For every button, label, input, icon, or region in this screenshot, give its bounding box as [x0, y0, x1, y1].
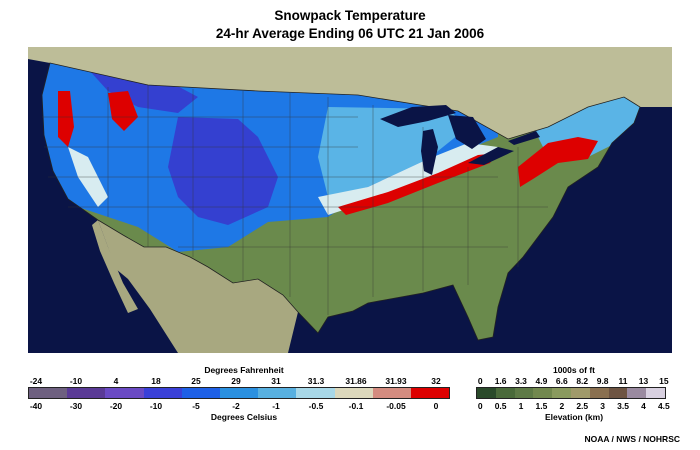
- elevation-swatch: [570, 388, 590, 398]
- fahrenheit-tick-label: 4: [113, 376, 119, 386]
- lake-michigan: [421, 129, 438, 175]
- celsius-tick-label: -1: [272, 401, 280, 411]
- celsius-tick-label: -0.05: [386, 401, 406, 411]
- snow-melting-midwest: [338, 153, 498, 215]
- state-boundaries: [42, 85, 548, 315]
- celsius-tick-labels: -40 -30 -20 -10 -5 -2 -1 -0.5 -0.1 -0.05 0: [16, 401, 456, 411]
- map-subtitle: 24-hr Average Ending 06 UTC 21 Jan 2006: [215, 26, 485, 41]
- feet-legend-title: 1000s of ft: [552, 365, 596, 375]
- fahrenheit-tick-label: 31.86: [345, 376, 367, 386]
- fahrenheit-legend-title: Degrees Fahrenheit: [204, 365, 284, 375]
- temperature-swatch: [410, 388, 450, 398]
- fahrenheit-tick-label: 31.93: [385, 376, 407, 386]
- lake-superior: [380, 105, 456, 127]
- feet-tick-label: 1.6: [494, 376, 507, 386]
- fahrenheit-tick-label: 18: [151, 376, 161, 386]
- fahrenheit-tick-label: 25: [191, 376, 201, 386]
- mexico-area: [98, 220, 298, 353]
- elevation-swatch: [552, 388, 571, 398]
- km-tick-label: 2: [559, 401, 565, 411]
- lake-huron: [448, 115, 486, 149]
- temperature-swatch: [105, 388, 144, 398]
- elevation-swatch: [533, 388, 553, 398]
- km-tick-label: 3: [600, 401, 605, 411]
- fahrenheit-tick-label: 29: [231, 376, 241, 386]
- snow-coldest-north: [88, 69, 198, 113]
- great-lakes: [380, 105, 540, 175]
- fahrenheit-tick-labels: -24 -10 4 18 25 29 31 31.3 31.86 31.93 32: [16, 376, 456, 386]
- temperature-swatch: [181, 388, 220, 398]
- snow-coldest-rockies: [168, 117, 278, 225]
- celsius-tick-label: -10: [149, 401, 163, 411]
- snow-melting-northern-rockies: [108, 91, 138, 131]
- fahrenheit-tick-label: -10: [69, 376, 83, 386]
- temperature-swatch: [143, 388, 182, 398]
- temperature-swatch: [296, 388, 335, 398]
- km-tick-labels: 0 0.5 1 1.5 2 2.5 3 3.5 4 4.5: [470, 401, 674, 411]
- canada-area: [28, 47, 672, 139]
- km-tick-label: 3.5: [617, 401, 629, 411]
- celsius-tick-label: 0: [433, 401, 439, 411]
- temperature-swatch: [372, 388, 411, 398]
- snow-near-melting-band: [318, 143, 498, 215]
- fahrenheit-tick-label: -24: [29, 376, 43, 386]
- feet-tick-label: 11: [618, 376, 628, 386]
- km-tick-label: 4.5: [657, 401, 670, 411]
- elevation-swatch: [514, 388, 534, 398]
- celsius-tick-label: -2: [232, 401, 240, 411]
- snow-melting-cascades: [58, 91, 74, 147]
- celsius-legend-title: Degrees Celsius: [210, 412, 278, 422]
- feet-tick-label: 3.3: [515, 376, 527, 386]
- km-tick-label: 0.5: [494, 401, 507, 411]
- temperature-swatch: [334, 388, 373, 398]
- map-title: Snowpack Temperature: [274, 8, 426, 23]
- baja-peninsula: [92, 220, 138, 313]
- celsius-tick-label: -40: [29, 401, 43, 411]
- celsius-tick-label: -0.5: [308, 401, 324, 411]
- elevation-swatch: [646, 388, 665, 398]
- feet-tick-label: 0: [477, 376, 483, 386]
- feet-tick-label: 8.2: [576, 376, 589, 386]
- feet-tick-label: 15: [659, 376, 669, 386]
- snow-melting-appalachians: [518, 137, 598, 187]
- km-tick-label: 2.5: [576, 401, 589, 411]
- fahrenheit-tick-label: 32: [431, 376, 441, 386]
- temperature-color-bar: [28, 387, 450, 399]
- fahrenheit-tick-label: 31.3: [307, 376, 325, 386]
- feet-tick-labels: 0 1.6 3.3 4.9 6.6 8.2 9.8 11 13 15: [470, 376, 674, 386]
- km-tick-label: 0: [477, 401, 483, 411]
- credit-text: NOAA / NWS / NOHRSC: [584, 434, 680, 444]
- elevation-swatch: [495, 388, 515, 398]
- elevation-swatch: [627, 388, 647, 398]
- elevation-color-bar: [476, 387, 666, 399]
- celsius-tick-label: -30: [69, 401, 83, 411]
- celsius-tick-label: -5: [192, 401, 200, 411]
- temperature-swatch: [219, 388, 259, 398]
- feet-tick-label: 13: [638, 376, 649, 386]
- km-tick-label: 4: [641, 401, 646, 411]
- celsius-tick-label: -20: [109, 401, 123, 411]
- feet-tick-label: 4.9: [535, 376, 548, 386]
- snowpack-temperature-map: [28, 47, 672, 353]
- celsius-tick-label: -0.1: [348, 401, 364, 411]
- feet-tick-label: 9.8: [596, 376, 609, 386]
- elevation-swatch: [589, 388, 609, 398]
- fahrenheit-tick-label: 31: [271, 376, 281, 386]
- temperature-swatch: [29, 388, 68, 398]
- elevation-swatch: [608, 388, 628, 398]
- km-tick-label: 1: [518, 401, 524, 411]
- lake-erie: [468, 147, 514, 165]
- elevation-swatch: [477, 388, 496, 398]
- feet-tick-label: 6.6: [555, 376, 568, 386]
- lake-ontario: [508, 131, 540, 145]
- temperature-swatch: [67, 388, 106, 398]
- elevation-legend-title: Elevation (km): [544, 412, 604, 422]
- km-tick-label: 1.5: [535, 401, 548, 411]
- temperature-swatch: [258, 388, 297, 398]
